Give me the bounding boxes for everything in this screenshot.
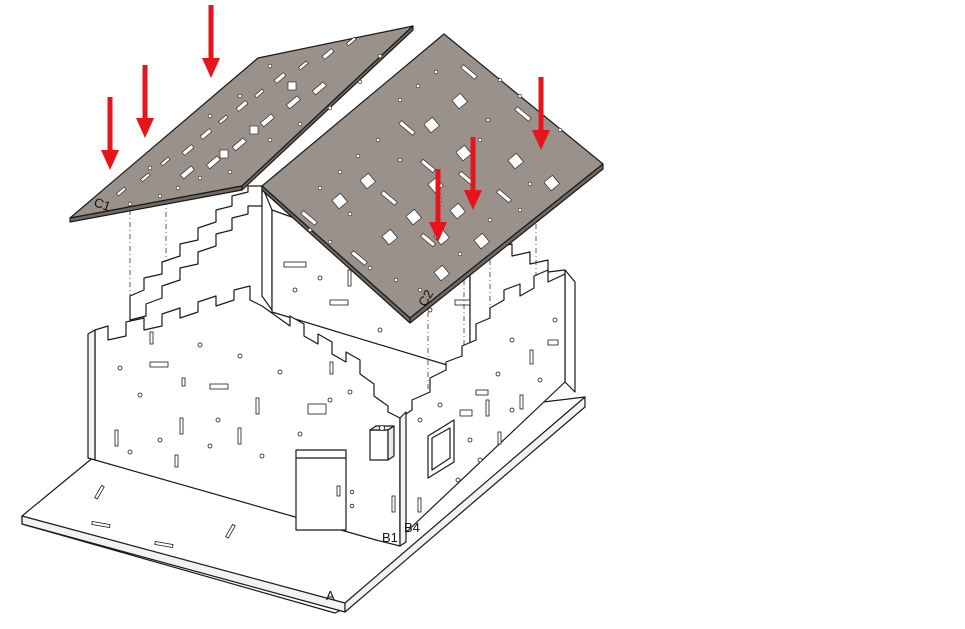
roof-panel-c1 (69, 25, 414, 223)
label-roof-c2: C2 (415, 287, 436, 309)
arrow-down-icon (464, 137, 482, 210)
label-side-wall-b4: B4 (404, 520, 420, 535)
label-base-a: A (326, 588, 335, 603)
label-front-wall-b1: B1 (382, 530, 398, 545)
arrow-down-icon (202, 5, 220, 78)
roof-panel-c2 (261, 33, 604, 324)
label-roof-c1: C1 (92, 194, 113, 214)
side-wall-b4 (399, 269, 566, 547)
arrow-down-icon (429, 169, 447, 242)
back-gable-wall (129, 185, 273, 321)
front-wall-b1 (87, 285, 401, 547)
arrow-down-icon (101, 97, 119, 170)
arrow-down-icon (136, 65, 154, 138)
assembly-arrows (101, 5, 550, 242)
arrow-down-icon (532, 77, 550, 150)
wall-box (369, 429, 389, 461)
